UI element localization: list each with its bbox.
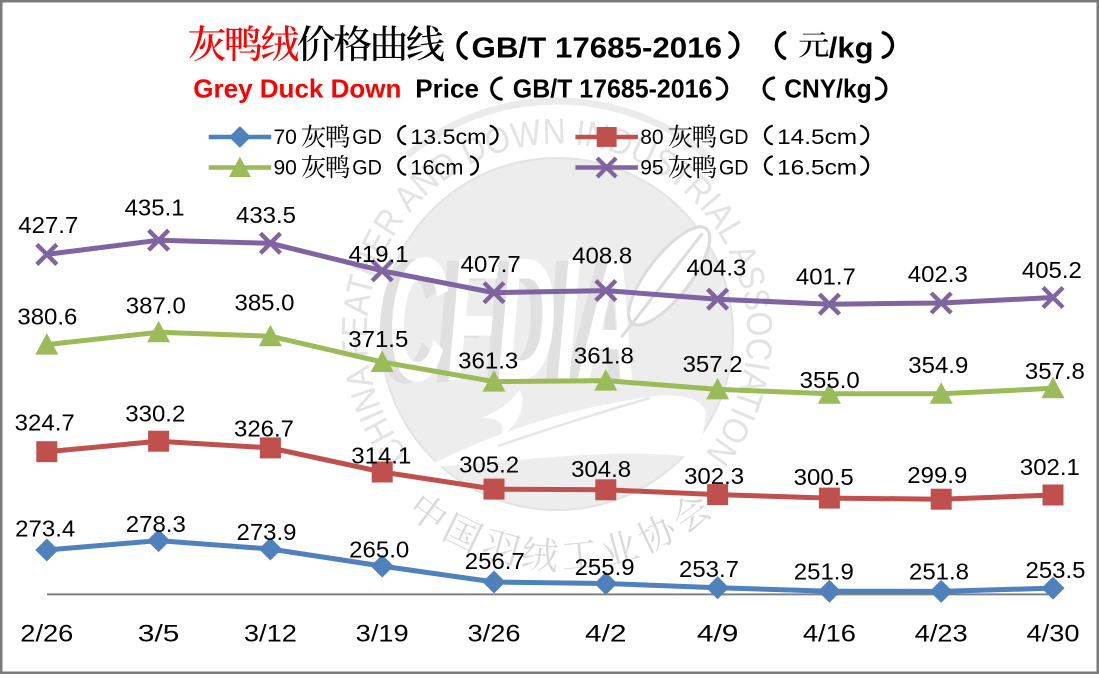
svg-text:3/26: 3/26 [468, 620, 521, 647]
svg-text:324.7: 324.7 [15, 410, 75, 436]
svg-text:404.3: 404.3 [686, 255, 746, 281]
svg-text:2/26: 2/26 [20, 620, 73, 647]
svg-text:330.2: 330.2 [125, 401, 185, 427]
svg-text:304.8: 304.8 [571, 456, 631, 482]
svg-text:361.3: 361.3 [458, 348, 518, 374]
svg-text:GD: GD [719, 156, 749, 179]
svg-text:380.6: 380.6 [17, 303, 77, 329]
svg-text:433.5: 433.5 [236, 202, 296, 228]
svg-text:253.5: 253.5 [1026, 557, 1086, 583]
svg-text:3/19: 3/19 [356, 620, 409, 647]
svg-text:80: 80 [640, 126, 663, 149]
svg-text:361.8: 361.8 [574, 343, 634, 369]
svg-text:13.5cm: 13.5cm [410, 126, 486, 149]
svg-text:16cm: 16cm [410, 156, 463, 179]
svg-text:GB/T 17685-2016: GB/T 17685-2016 [472, 33, 723, 65]
svg-text:405.2: 405.2 [1022, 257, 1082, 283]
svg-text:4/9: 4/9 [697, 620, 739, 647]
svg-text:GD: GD [352, 156, 382, 179]
svg-text:4/2: 4/2 [585, 620, 627, 647]
svg-text:3/12: 3/12 [244, 620, 297, 647]
svg-text:256.7: 256.7 [465, 548, 525, 574]
svg-text:402.3: 402.3 [908, 261, 968, 287]
svg-text:371.5: 371.5 [348, 326, 408, 352]
svg-text:4/30: 4/30 [1027, 620, 1080, 647]
svg-text:385.0: 385.0 [235, 290, 295, 316]
svg-text:314.1: 314.1 [351, 442, 411, 468]
svg-text:251.9: 251.9 [794, 558, 854, 584]
svg-text:419.1: 419.1 [349, 241, 409, 267]
svg-text:354.9: 354.9 [908, 352, 968, 378]
svg-text:GD: GD [352, 126, 382, 149]
svg-text:265.0: 265.0 [349, 536, 409, 562]
svg-text:255.9: 255.9 [575, 554, 635, 580]
svg-text:435.1: 435.1 [125, 194, 185, 220]
svg-text:90: 90 [274, 156, 297, 179]
svg-text:357.8: 357.8 [1025, 358, 1085, 384]
svg-text:305.2: 305.2 [459, 452, 519, 478]
svg-text:278.3: 278.3 [126, 511, 186, 537]
svg-text:Grey Duck Down: Grey Duck Down [193, 74, 401, 104]
svg-text:407.7: 407.7 [461, 251, 521, 277]
svg-text:273.4: 273.4 [15, 515, 75, 541]
svg-text:387.0: 387.0 [126, 292, 186, 318]
svg-text:427.7: 427.7 [18, 212, 78, 238]
svg-text:355.0: 355.0 [800, 367, 860, 393]
svg-text:401.7: 401.7 [796, 263, 856, 289]
svg-text:4/16: 4/16 [803, 620, 856, 647]
svg-text:Price: Price [415, 74, 479, 104]
svg-text:251.8: 251.8 [909, 558, 969, 584]
svg-text:302.1: 302.1 [1020, 454, 1080, 480]
svg-text:273.9: 273.9 [237, 519, 297, 545]
svg-text:GB/T 17685-2016: GB/T 17685-2016 [513, 74, 713, 104]
svg-text:300.5: 300.5 [794, 464, 854, 490]
svg-text:253.7: 253.7 [679, 556, 739, 582]
svg-text:357.2: 357.2 [683, 351, 743, 377]
svg-text:4/23: 4/23 [915, 620, 968, 647]
svg-text:/kg: /kg [829, 33, 874, 65]
svg-text:408.8: 408.8 [572, 243, 632, 269]
svg-text:326.7: 326.7 [234, 415, 294, 441]
svg-text:14.5cm: 14.5cm [777, 126, 857, 149]
svg-text:CNY/kg: CNY/kg [784, 74, 872, 104]
svg-text:70: 70 [274, 126, 297, 149]
svg-text:302.3: 302.3 [684, 463, 744, 489]
svg-text:GD: GD [719, 126, 749, 149]
svg-text:95: 95 [640, 156, 663, 179]
svg-text:CFDIA: CFDIA [388, 222, 638, 418]
svg-text:16.5cm: 16.5cm [777, 156, 857, 179]
svg-text:3/5: 3/5 [138, 620, 180, 647]
svg-text:299.9: 299.9 [907, 462, 967, 488]
